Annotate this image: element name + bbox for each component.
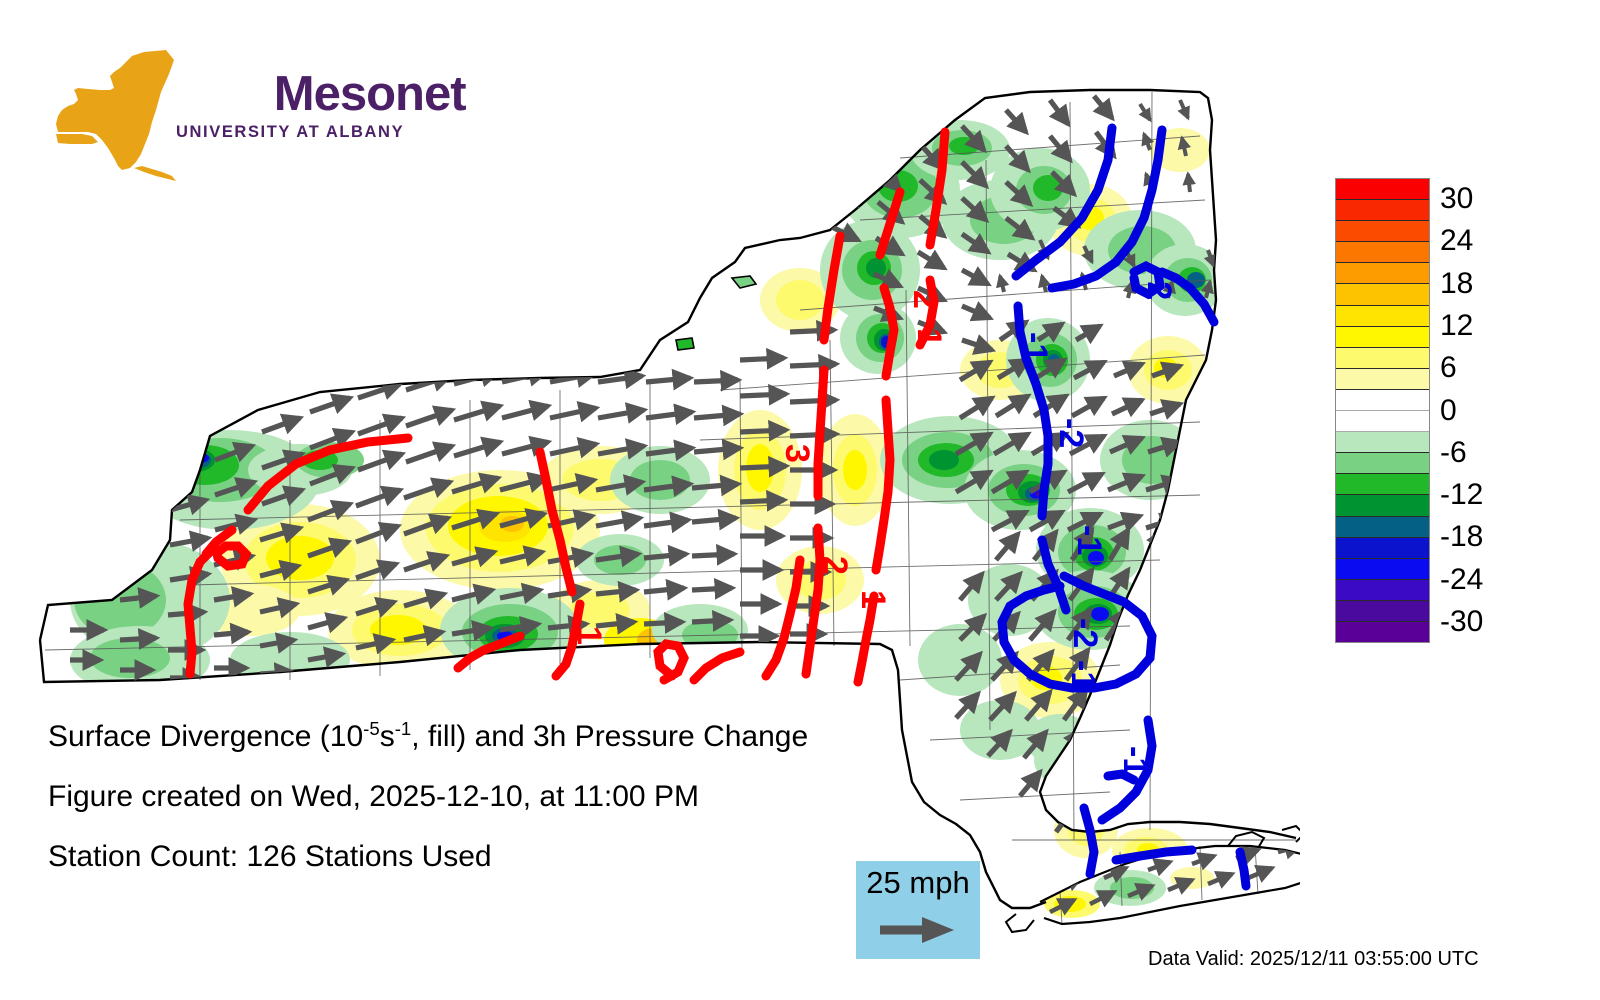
contour-label-negative: -2 [1066, 618, 1104, 648]
wind-vector-key-arrow-icon [880, 917, 954, 943]
colorbar-tick-label: -30 [1440, 604, 1484, 638]
contour-label-positive: 1 [854, 590, 892, 609]
colorbar-band [1336, 200, 1429, 222]
colorbar-tick-label: -6 [1440, 435, 1467, 469]
colorbar-tick-label: 6 [1440, 351, 1457, 385]
colorbar-tick-label: 30 [1440, 182, 1474, 216]
divergence-map: 2 1 3 2 1 1 -1 -2 -2 -1 -2 -1 -1 [0, 40, 1300, 940]
contour-label-positive: 1 [910, 328, 948, 347]
colorbar-band [1336, 368, 1429, 390]
colorbar-band [1336, 621, 1429, 643]
figure-caption: Surface Divergence (10-5s-1, fill) and 3… [48, 718, 948, 900]
colorbar-tick-label: 0 [1440, 393, 1457, 427]
caption-title-line: Surface Divergence (10-5s-1, fill) and 3… [48, 718, 948, 754]
colorbar-tick-label: 24 [1440, 224, 1474, 258]
nys-mesonet-logo: NYSMesonet UNIVERSITY AT ALBANY [48, 48, 467, 183]
colorbar-band [1336, 263, 1429, 285]
colorbar-band [1336, 495, 1429, 517]
data-valid-timestamp: Data Valid: 2025/12/11 03:55:00 UTC [1148, 948, 1479, 970]
caption-exponent-2: -1 [394, 718, 412, 739]
wind-vector-key: 25 mph [856, 861, 980, 959]
contour-label-negative: -1 [1064, 660, 1102, 690]
colorbar-tick-labels: 30 24 18 12 6 0 -6 -12 -18 -24 -30 [1440, 178, 1520, 643]
new-york-state-silhouette-icon [56, 50, 176, 181]
colorbar-band [1336, 326, 1429, 348]
caption-created-line: Figure created on Wed, 2025-12-10, at 11… [48, 780, 699, 813]
contour-label-negative: -1 [1070, 525, 1108, 555]
colorbar-band [1336, 579, 1429, 601]
colorbar-band [1336, 411, 1429, 433]
colorbar-band [1336, 242, 1429, 264]
contour-label-positive: 1 [570, 626, 608, 645]
colorbar-band [1336, 474, 1429, 496]
colorbar-band [1336, 558, 1429, 580]
caption-title-part3: , fill) and 3h Pressure Change [411, 720, 809, 753]
logo-subtitle: UNIVERSITY AT ALBANY [176, 123, 405, 141]
colorbar-tick-label: -24 [1440, 562, 1484, 596]
colorbar-band [1336, 516, 1429, 538]
contour-label-positive: 2 [906, 290, 944, 309]
colorbar-tick-label: -12 [1440, 478, 1484, 512]
contour-label-positive: 3 [778, 444, 816, 463]
contour-label-negative: -2 [1052, 418, 1090, 448]
pressure-change-contour-layer: 2 1 3 2 1 1 -1 -2 -2 -1 -2 -1 -1 [183, 123, 1251, 891]
colorbar-band [1336, 347, 1429, 369]
logo-brand-primary: NYS [176, 67, 275, 121]
colorbar-tick-label: -18 [1440, 520, 1484, 554]
contour-label-negative: -1 [1116, 746, 1154, 776]
colorbar-band [1336, 305, 1429, 327]
wind-vector-key-label: 25 mph [866, 865, 970, 900]
colorbar-tick-label: 12 [1440, 308, 1474, 342]
colorbar-band [1336, 284, 1429, 306]
colorbar-band [1336, 432, 1429, 454]
map-canvas: 2 1 3 2 1 1 -1 -2 -2 -1 -2 -1 -1 [38, 88, 1300, 934]
caption-title-part2: s [379, 720, 395, 753]
divergence-colorbar [1335, 178, 1430, 643]
contour-label-positive: 2 [816, 556, 854, 575]
colorbar-band [1336, 179, 1429, 201]
colorbar-band [1336, 389, 1429, 412]
colorbar-band [1336, 453, 1429, 475]
colorbar-band [1336, 600, 1429, 622]
colorbar-band [1336, 537, 1429, 559]
caption-station-count-line: Station Count: 126 Stations Used [48, 840, 492, 873]
colorbar-tick-label: 18 [1440, 266, 1474, 300]
colorbar-band [1336, 221, 1429, 243]
contour-label-negative: -1 [1016, 332, 1054, 362]
caption-title-part1: Surface Divergence (10 [48, 720, 364, 753]
caption-exponent-1: -5 [363, 718, 380, 739]
logo-brand-secondary: Mesonet [273, 67, 467, 121]
contour-label-negative: -2 [1140, 270, 1178, 300]
